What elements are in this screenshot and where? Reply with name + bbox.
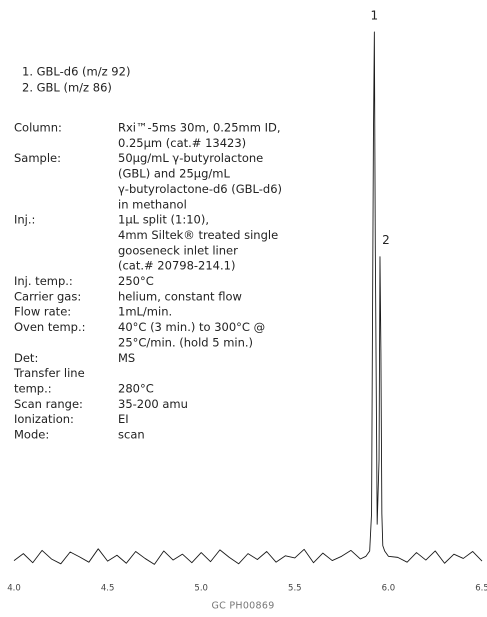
x-tick-label: 5.0: [194, 584, 208, 594]
condition-label: Scan range:: [14, 397, 83, 411]
condition-value: scan: [118, 428, 145, 442]
condition-label: Inj. temp.:: [14, 274, 73, 288]
condition-value: 25°C/min. (hold 5 min.): [118, 335, 253, 349]
condition-value: 50µg/mL γ-butyrolactone: [118, 151, 263, 165]
condition-value: 280°C: [118, 381, 154, 395]
condition-label: Mode:: [14, 428, 49, 442]
x-tick-label: 5.5: [288, 584, 302, 594]
peak-label: 2: [382, 233, 390, 247]
x-tick-label: 4.5: [101, 584, 115, 594]
condition-value: gooseneck inlet liner: [118, 243, 238, 257]
condition-value: in methanol: [118, 197, 187, 211]
condition-label: Inj.:: [14, 213, 35, 227]
condition-label: Flow rate:: [14, 305, 71, 319]
condition-label: temp.:: [14, 381, 52, 395]
condition-value: (GBL) and 25µg/mL: [118, 167, 230, 181]
condition-label: Sample:: [14, 151, 61, 165]
legend-item: 1. GBL-d6 (m/z 92): [22, 65, 130, 79]
footer: GC PH00869: [211, 601, 274, 612]
legend-item: 2. GBL (m/z 86): [22, 81, 112, 95]
condition-label: Carrier gas:: [14, 289, 81, 303]
condition-label: Oven temp.:: [14, 320, 86, 334]
x-tick-label: 6.0: [382, 584, 396, 594]
condition-label: Ionization:: [14, 412, 74, 426]
condition-label: Column:: [14, 121, 62, 135]
condition-value: EI: [118, 412, 129, 426]
condition-label: Transfer line: [13, 366, 85, 380]
x-tick-label: 6.5: [475, 584, 487, 594]
condition-value: 35-200 amu: [118, 397, 188, 411]
condition-value: 4mm Siltek® treated single: [118, 228, 278, 242]
trace: [13, 31, 483, 565]
condition-value: helium, constant flow: [118, 289, 242, 303]
condition-value: (cat.# 20798-214.1): [118, 259, 235, 273]
condition-value: 0.25µm (cat.# 13423): [118, 136, 246, 150]
condition-value: 40°C (3 min.) to 300°C @: [118, 320, 265, 334]
condition-value: MS: [118, 351, 135, 365]
peak-label: 1: [371, 9, 379, 23]
condition-value: 1mL/min.: [118, 305, 172, 319]
condition-value: γ-butyrolactone-d6 (GBL-d6): [118, 182, 282, 196]
condition-value: 1µL split (1:10),: [118, 213, 209, 227]
condition-value: 250°C: [118, 274, 154, 288]
condition-label: Det:: [14, 351, 38, 365]
x-tick-label: 4.0: [7, 584, 21, 594]
condition-value: Rxi™-5ms 30m, 0.25mm ID,: [118, 121, 281, 135]
